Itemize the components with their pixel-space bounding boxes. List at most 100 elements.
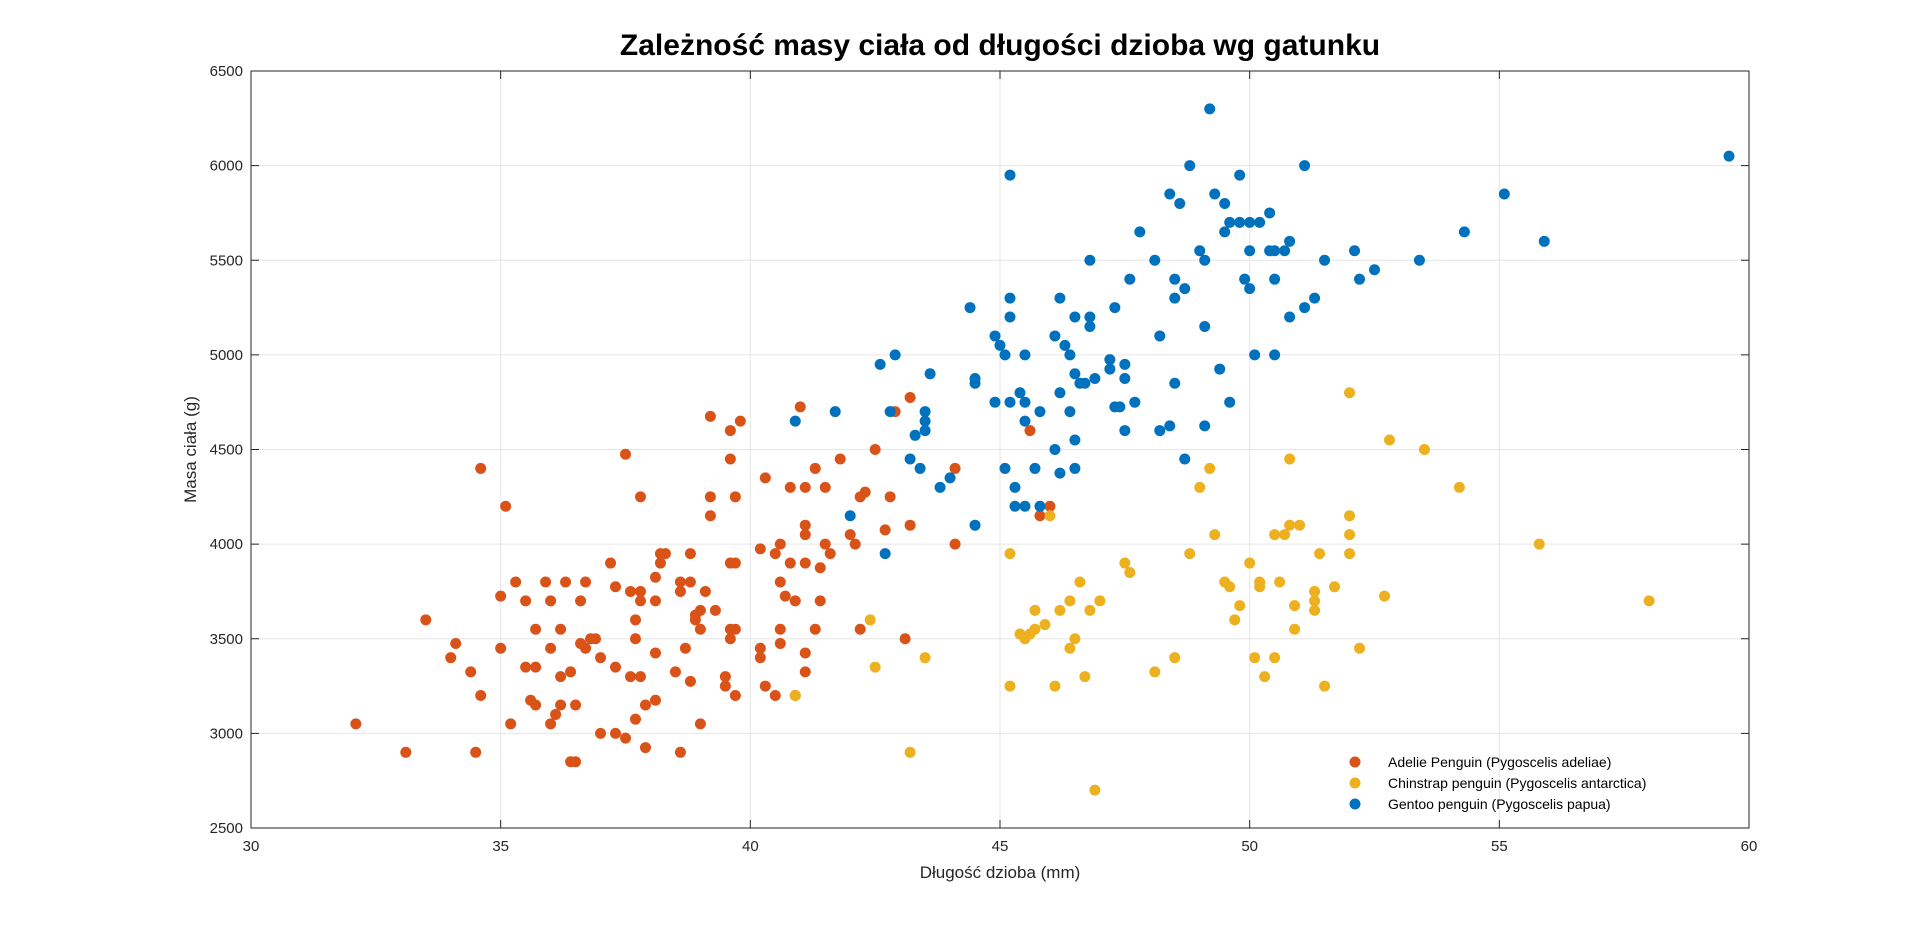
data-point: [590, 633, 602, 645]
data-point: [1164, 420, 1176, 432]
data-point: [1269, 273, 1281, 285]
y-tick-label: 4500: [210, 442, 243, 459]
data-point: [555, 623, 567, 635]
data-point: [1279, 245, 1291, 257]
data-point: [1039, 619, 1051, 631]
data-point: [1124, 567, 1136, 579]
data-point: [575, 595, 587, 607]
data-point: [729, 623, 741, 635]
data-point: [530, 699, 542, 711]
data-point: [814, 562, 826, 574]
data-point: [555, 699, 567, 711]
data-point: [624, 585, 636, 597]
data-point: [1084, 604, 1096, 616]
data-point: [510, 576, 522, 588]
data-point: [754, 642, 766, 654]
data-point: [610, 727, 622, 739]
data-point: [799, 519, 811, 531]
data-point: [1284, 453, 1296, 465]
data-point: [1219, 197, 1231, 209]
data-point: [1124, 273, 1136, 285]
data-point: [1154, 330, 1166, 342]
data-point: [774, 637, 786, 649]
data-point: [1279, 529, 1291, 541]
data-point: [849, 538, 861, 550]
data-point: [1309, 595, 1321, 607]
data-point: [999, 462, 1011, 474]
data-point: [904, 453, 916, 465]
data-point: [1029, 462, 1041, 474]
data-point: [774, 623, 786, 635]
data-point: [1179, 283, 1191, 295]
x-tick-label: 35: [492, 838, 509, 855]
data-point: [794, 401, 806, 413]
data-point: [969, 377, 981, 389]
data-point: [629, 713, 641, 725]
data-point: [924, 368, 936, 380]
data-point: [595, 727, 607, 739]
data-point: [445, 652, 457, 664]
data-point: [495, 642, 507, 654]
data-point: [1004, 311, 1016, 323]
data-point: [595, 652, 607, 664]
series-3: [789, 103, 1735, 560]
y-tick-label: 6500: [210, 63, 243, 80]
data-point: [1319, 680, 1331, 692]
data-point: [1224, 216, 1236, 228]
data-point: [884, 406, 896, 418]
data-point: [734, 415, 746, 427]
x-tick-label: 55: [1491, 838, 1508, 855]
data-point: [824, 548, 836, 560]
data-point: [949, 538, 961, 550]
data-point: [1498, 188, 1510, 200]
data-point: [500, 500, 512, 512]
data-point: [1094, 595, 1106, 607]
data-point: [1214, 363, 1226, 375]
data-point: [1054, 604, 1066, 616]
data-point: [704, 410, 716, 422]
data-point: [1019, 500, 1031, 512]
data-point: [919, 425, 931, 437]
data-point: [1269, 349, 1281, 361]
data-point: [545, 595, 557, 607]
data-point: [899, 633, 911, 645]
data-point: [1453, 481, 1465, 493]
data-point: [759, 680, 771, 692]
data-point: [495, 590, 507, 602]
data-point: [1054, 387, 1066, 399]
data-point: [799, 481, 811, 493]
data-point: [834, 453, 846, 465]
data-point: [530, 623, 542, 635]
data-point: [1284, 519, 1296, 531]
data-point: [909, 429, 921, 441]
data-point: [989, 330, 1001, 342]
legend-label: Gentoo penguin (Pygoscelis papua): [1388, 796, 1611, 812]
data-point: [1019, 396, 1031, 408]
data-point: [1199, 320, 1211, 332]
data-point: [1079, 671, 1091, 683]
data-point: [1314, 548, 1326, 560]
data-point: [1119, 557, 1131, 569]
data-point: [639, 699, 651, 711]
data-point: [1229, 614, 1241, 626]
data-point: [854, 623, 866, 635]
data-point: [1284, 311, 1296, 323]
data-point: [610, 581, 622, 593]
data-point: [799, 529, 811, 541]
data-point: [649, 595, 661, 607]
data-point: [545, 642, 557, 654]
data-point: [1234, 169, 1246, 181]
data-point: [1104, 363, 1116, 375]
tick-labels: 30 35 40 45 50 55 60 2500 3000 3500 4000 4500 5000 55…: [210, 63, 1758, 855]
data-point: [624, 671, 636, 683]
data-point: [620, 732, 631, 744]
data-point: [1244, 283, 1256, 295]
data-point: [1134, 226, 1146, 238]
x-axis-label: Długość dzioba (mm): [920, 863, 1081, 882]
data-point: [1034, 500, 1046, 512]
data-point: [709, 604, 721, 616]
data-point: [1079, 377, 1091, 389]
data-point: [1354, 273, 1366, 285]
data-point: [694, 623, 706, 635]
